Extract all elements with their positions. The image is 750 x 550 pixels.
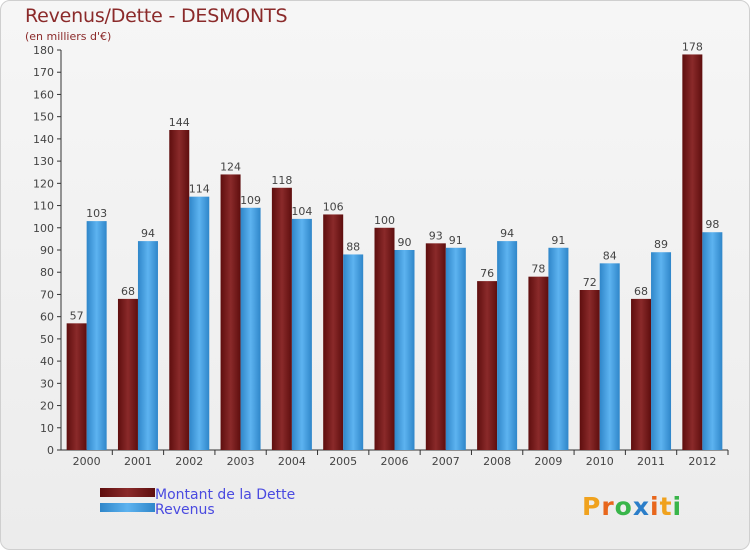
data-label-revenue-2002: 114: [189, 183, 210, 196]
data-label-debt-2001: 68: [121, 285, 135, 298]
y-tick-label: 140: [33, 133, 54, 146]
bar-revenue-2001: [137, 241, 158, 450]
y-tick-label: 10: [40, 422, 54, 435]
legend-swatch-debt: [100, 488, 155, 497]
data-label-debt-2003: 124: [220, 160, 241, 173]
bar-debt-2009: [528, 276, 549, 450]
bar-debt-2004: [271, 187, 292, 450]
bar-debt-2010: [579, 290, 600, 450]
data-label-debt-2009: 78: [531, 263, 545, 276]
bar-debt-2001: [117, 298, 138, 450]
data-label-revenue-2005: 88: [346, 240, 360, 253]
data-label-debt-2007: 93: [429, 229, 443, 242]
data-label-revenue-2008: 94: [500, 227, 514, 240]
proxiti-logo: Proxiti: [582, 489, 692, 523]
bar-debt-2006: [374, 227, 395, 450]
x-tick-label: 2011: [637, 455, 665, 468]
y-tick-label: 20: [40, 400, 54, 413]
y-tick-label: 120: [33, 177, 54, 190]
x-tick-label: 2002: [175, 455, 203, 468]
y-tick-label: 60: [40, 311, 54, 324]
data-label-debt-2011: 68: [634, 285, 648, 298]
bar-revenue-2008: [497, 241, 518, 450]
data-label-revenue-2009: 91: [551, 234, 565, 247]
bar-revenue-2006: [394, 250, 415, 450]
bar-revenue-2011: [651, 252, 672, 450]
bars: [66, 54, 723, 450]
data-label-revenue-2003: 109: [240, 194, 261, 207]
x-tick-label: 2006: [381, 455, 409, 468]
y-tick-label: 110: [33, 200, 54, 213]
data-label-revenue-2007: 91: [449, 234, 463, 247]
chart-subtitle: (en milliers d'€): [25, 30, 112, 43]
data-label-revenue-2004: 104: [291, 205, 312, 218]
data-label-debt-2012: 178: [682, 40, 703, 53]
x-tick-label: 2000: [73, 455, 101, 468]
x-tick-label: 2004: [278, 455, 306, 468]
y-tick-label: 40: [40, 355, 54, 368]
data-label-debt-2008: 76: [480, 267, 494, 280]
legend-label-revenue: Revenus: [155, 502, 215, 518]
data-label-revenue-2001: 94: [141, 227, 155, 240]
x-tick-label: 2007: [432, 455, 460, 468]
bar-revenue-2000: [86, 221, 107, 450]
bar-debt-2012: [682, 54, 703, 450]
data-label-debt-2005: 106: [323, 200, 344, 213]
x-tick-label: 2012: [688, 455, 716, 468]
legend: Montant de la Dette Revenus: [100, 487, 295, 518]
data-label-debt-2002: 144: [169, 116, 190, 129]
svg-text:Proxiti: Proxiti: [582, 492, 682, 521]
bar-revenue-2010: [599, 263, 620, 450]
data-label-revenue-2012: 98: [705, 218, 719, 231]
y-tick-label: 160: [33, 88, 54, 101]
bar-debt-2003: [220, 174, 241, 450]
data-label-debt-2004: 118: [271, 174, 292, 187]
bar-revenue-2004: [291, 218, 312, 450]
bar-revenue-2012: [702, 232, 723, 450]
logo-graphic: Proxiti: [582, 492, 682, 521]
bar-debt-2000: [66, 323, 87, 450]
y-tick-label: 100: [33, 222, 54, 235]
data-label-debt-2000: 57: [70, 309, 84, 322]
data-label-revenue-2011: 89: [654, 238, 668, 251]
y-tick-label: 70: [40, 288, 54, 301]
data-label-revenue-2010: 84: [603, 249, 617, 262]
legend-swatch-revenue: [100, 503, 155, 512]
axes: 0102030405060708090100110120130140150160…: [33, 44, 729, 468]
x-tick-label: 2001: [124, 455, 152, 468]
bar-revenue-2007: [445, 247, 466, 450]
y-tick-label: 80: [40, 266, 54, 279]
chart-title: Revenus/Dette - DESMONTS: [25, 5, 288, 27]
bar-debt-2011: [631, 298, 652, 450]
data-label-revenue-2000: 103: [86, 207, 107, 220]
x-tick-label: 2008: [483, 455, 511, 468]
y-tick-label: 0: [47, 444, 54, 457]
x-tick-label: 2003: [227, 455, 255, 468]
y-tick-label: 150: [33, 111, 54, 124]
bar-revenue-2009: [548, 247, 569, 450]
y-tick-label: 50: [40, 333, 54, 346]
bar-debt-2002: [169, 130, 190, 450]
y-tick-label: 180: [33, 44, 54, 57]
data-label-debt-2010: 72: [583, 276, 597, 289]
x-tick-label: 2005: [329, 455, 357, 468]
data-label-revenue-2006: 90: [398, 236, 412, 249]
y-tick-label: 90: [40, 244, 54, 257]
bar-revenue-2003: [240, 207, 261, 450]
x-tick-label: 2010: [586, 455, 614, 468]
data-label-debt-2006: 100: [374, 214, 395, 227]
bar-debt-2008: [477, 281, 498, 450]
y-tick-label: 130: [33, 155, 54, 168]
x-tick-label: 2009: [534, 455, 562, 468]
legend-label-debt: Montant de la Dette: [155, 487, 295, 503]
bar-debt-2007: [425, 243, 446, 450]
y-tick-label: 170: [33, 66, 54, 79]
bar-revenue-2002: [189, 196, 210, 450]
bar-revenue-2005: [343, 254, 364, 450]
bar-debt-2005: [323, 214, 344, 450]
y-tick-label: 30: [40, 377, 54, 390]
